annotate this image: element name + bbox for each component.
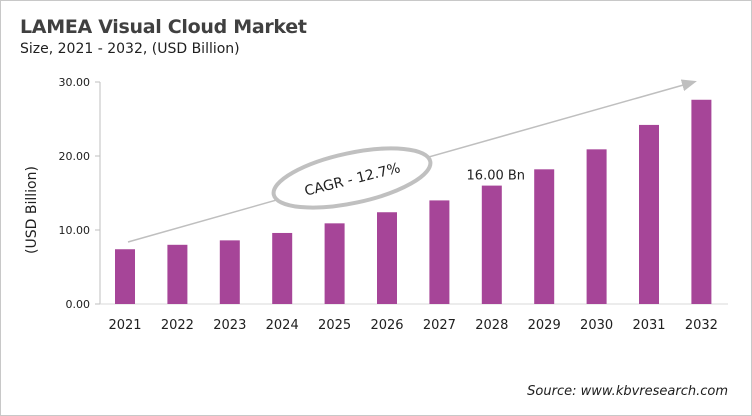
x-tick-label: 2031 [632,318,665,333]
x-tick-label: 2028 [475,318,508,333]
bar-2026 [377,212,397,304]
y-tick-label: 0.00 [66,298,91,311]
bar-2023 [219,240,240,304]
x-tick-label: 2027 [423,318,456,333]
data-label: 16.00 Bn [467,169,526,184]
x-tick-label: 2026 [370,318,403,333]
y-tick-label: 20.00 [59,150,91,163]
y-tick-label: 30.00 [59,76,91,89]
bar-2032 [691,99,712,304]
bar-2022 [167,244,188,304]
x-tick-label: 2029 [528,318,561,333]
bar-2030 [586,149,607,304]
y-tick-label: 10.00 [59,224,91,237]
cagr-ellipse [271,146,433,210]
source-note: Source: www.kbvresearch.com [527,384,728,399]
bar-2031 [639,124,659,304]
bar-2021 [115,249,135,304]
bar-2028 [481,185,502,304]
chart-subtitle: Size, 2021 - 2032, (USD Billion) [20,41,240,57]
bar-2025 [324,223,345,304]
x-tick-label: 2030 [580,318,613,333]
x-tick-label: 2023 [213,318,246,333]
chart-title: LAMEA Visual Cloud Market [20,16,307,38]
bar-2027 [429,200,450,304]
y-axis-label: (USD Billion) [24,166,40,254]
x-tick-label: 2024 [266,318,299,333]
x-tick-label: 2032 [685,318,718,333]
bar-2024 [272,232,293,304]
x-tick-label: 2025 [318,318,351,333]
x-tick-label: 2022 [161,318,194,333]
bar-2029 [534,169,555,304]
x-tick-label: 2021 [108,318,141,333]
